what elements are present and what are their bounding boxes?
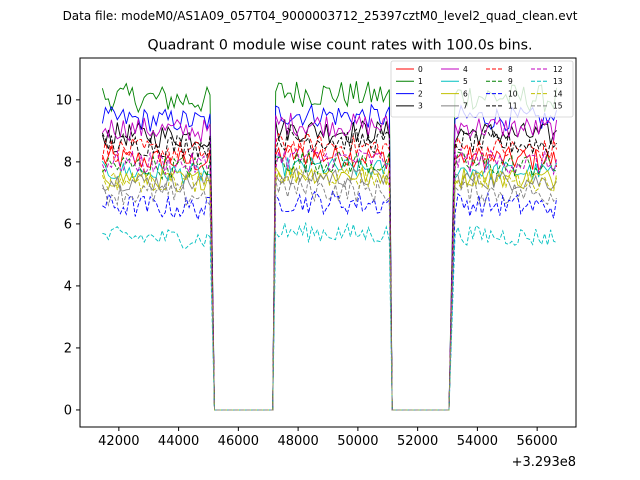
legend-label-6: 6 xyxy=(463,89,468,98)
legend-label-15: 15 xyxy=(553,102,563,111)
series-line-4 xyxy=(102,112,558,411)
y-tick-label-8: 8 xyxy=(64,155,72,170)
series-line-12 xyxy=(101,148,558,411)
legend-label-0: 0 xyxy=(418,65,423,74)
legend-label-11: 11 xyxy=(508,102,518,111)
y-tick-label-0: 0 xyxy=(64,403,72,418)
series-line-9 xyxy=(102,149,557,411)
legend-label-7: 7 xyxy=(463,102,468,111)
x-tick-label-54000: 54000 xyxy=(457,434,498,449)
series-layer xyxy=(101,81,558,411)
legend-label-2: 2 xyxy=(418,89,423,98)
x-tick-label-42000: 42000 xyxy=(98,434,139,449)
x-tick-label-52000: 52000 xyxy=(397,434,438,449)
y-tick-label-2: 2 xyxy=(64,341,72,356)
series-line-13 xyxy=(102,222,557,411)
y-tick-label-4: 4 xyxy=(64,279,72,294)
series-line-11 xyxy=(101,127,557,411)
series-line-10 xyxy=(102,190,558,411)
x-tick-label-56000: 56000 xyxy=(516,434,557,449)
legend-label-14: 14 xyxy=(553,89,563,98)
legend-label-5: 5 xyxy=(463,77,468,86)
x-tick-label-44000: 44000 xyxy=(158,434,199,449)
series-line-15 xyxy=(101,175,557,411)
series-line-6 xyxy=(101,165,558,411)
series-line-8 xyxy=(101,132,558,411)
legend-label-9: 9 xyxy=(508,77,513,86)
legend-label-4: 4 xyxy=(463,65,468,74)
y-axis: 0 2 4 6 8 10 xyxy=(55,93,80,418)
x-tick-label-46000: 46000 xyxy=(218,434,259,449)
x-offset-label: +3.293e8 xyxy=(512,455,576,470)
x-tick-label-48000: 48000 xyxy=(277,434,318,449)
legend-box xyxy=(390,60,574,118)
series-line-2 xyxy=(101,103,558,411)
legend-label-8: 8 xyxy=(508,65,513,74)
legend-label-3: 3 xyxy=(418,102,423,111)
chart-suptitle: Data file: modeM0/AS1A09_057T04_90000037… xyxy=(63,9,578,23)
y-tick-label-10: 10 xyxy=(55,93,72,108)
chart-title: Quadrant 0 module wise count rates with … xyxy=(147,38,532,54)
x-tick-label-50000: 50000 xyxy=(337,434,378,449)
series-line-1 xyxy=(101,81,558,411)
legend-label-12: 12 xyxy=(553,65,563,74)
y-tick-label-6: 6 xyxy=(64,217,72,232)
series-line-5 xyxy=(102,156,558,411)
plot-frame xyxy=(79,57,577,428)
legend-label-10: 10 xyxy=(508,89,518,98)
legend-label-1: 1 xyxy=(418,77,423,86)
legend-label-13: 13 xyxy=(553,77,563,86)
x-axis: 42000 44000 46000 48000 50000 52000 54000 56000 xyxy=(98,427,558,449)
